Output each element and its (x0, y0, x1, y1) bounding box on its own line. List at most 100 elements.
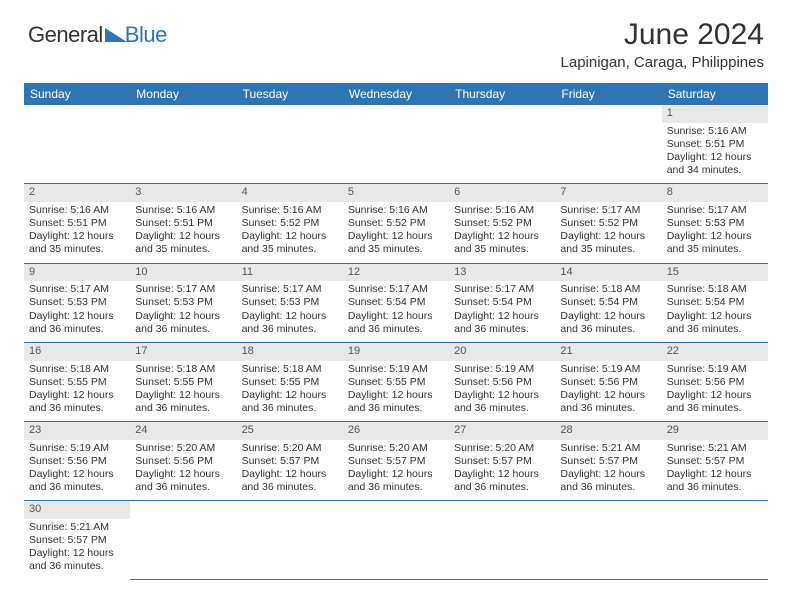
day-day2: and 36 minutes. (29, 323, 125, 336)
month-title: June 2024 (561, 18, 764, 52)
empty-cell (343, 105, 449, 184)
day-sunset: Sunset: 5:57 PM (454, 455, 550, 468)
day-sunrise: Sunrise: 5:19 AM (348, 363, 444, 376)
day-cell: 13Sunrise: 5:17 AMSunset: 5:54 PMDayligh… (449, 263, 555, 342)
day-number: 21 (555, 343, 661, 361)
day-day2: and 35 minutes. (454, 243, 550, 256)
day-cell: 4Sunrise: 5:16 AMSunset: 5:52 PMDaylight… (237, 184, 343, 263)
day-sunrise: Sunrise: 5:19 AM (29, 442, 125, 455)
day-cell: 14Sunrise: 5:18 AMSunset: 5:54 PMDayligh… (555, 263, 661, 342)
day-cell: 26Sunrise: 5:20 AMSunset: 5:57 PMDayligh… (343, 422, 449, 501)
day-cell: 29Sunrise: 5:21 AMSunset: 5:57 PMDayligh… (662, 422, 768, 501)
day-sunrise: Sunrise: 5:17 AM (454, 283, 550, 296)
day-sunset: Sunset: 5:51 PM (667, 138, 763, 151)
day-sunset: Sunset: 5:52 PM (560, 217, 656, 230)
day-cell: 11Sunrise: 5:17 AMSunset: 5:53 PMDayligh… (237, 263, 343, 342)
day-sunrise: Sunrise: 5:21 AM (29, 521, 125, 534)
day-day1: Daylight: 12 hours (454, 230, 550, 243)
day-number: 15 (662, 264, 768, 282)
day-sunrise: Sunrise: 5:20 AM (348, 442, 444, 455)
location: Lapinigan, Caraga, Philippines (561, 54, 764, 71)
day-day1: Daylight: 12 hours (454, 310, 550, 323)
day-cell: 12Sunrise: 5:17 AMSunset: 5:54 PMDayligh… (343, 263, 449, 342)
day-number: 3 (130, 184, 236, 202)
day-day2: and 36 minutes. (667, 402, 763, 415)
day-cell: 21Sunrise: 5:19 AMSunset: 5:56 PMDayligh… (555, 342, 661, 421)
day-day2: and 36 minutes. (454, 402, 550, 415)
day-day2: and 35 minutes. (29, 243, 125, 256)
day-sunrise: Sunrise: 5:16 AM (454, 204, 550, 217)
day-day2: and 36 minutes. (454, 481, 550, 494)
day-sunset: Sunset: 5:53 PM (29, 296, 125, 309)
week-row: 2Sunrise: 5:16 AMSunset: 5:51 PMDaylight… (24, 184, 768, 263)
day-cell: 18Sunrise: 5:18 AMSunset: 5:55 PMDayligh… (237, 342, 343, 421)
empty-cell (130, 105, 236, 184)
day-sunrise: Sunrise: 5:16 AM (348, 204, 444, 217)
day-cell: 30Sunrise: 5:21 AMSunset: 5:57 PMDayligh… (24, 501, 130, 580)
day-cell: 24Sunrise: 5:20 AMSunset: 5:56 PMDayligh… (130, 422, 236, 501)
day-cell: 20Sunrise: 5:19 AMSunset: 5:56 PMDayligh… (449, 342, 555, 421)
day-sunrise: Sunrise: 5:16 AM (135, 204, 231, 217)
day-sunset: Sunset: 5:56 PM (29, 455, 125, 468)
day-sunrise: Sunrise: 5:18 AM (560, 283, 656, 296)
day-cell: 9Sunrise: 5:17 AMSunset: 5:53 PMDaylight… (24, 263, 130, 342)
sail-icon (105, 28, 127, 42)
day-day2: and 36 minutes. (135, 323, 231, 336)
day-day2: and 35 minutes. (348, 243, 444, 256)
day-number: 17 (130, 343, 236, 361)
empty-cell (662, 501, 768, 580)
day-header: Sunday (24, 83, 130, 105)
day-number: 20 (449, 343, 555, 361)
day-sunrise: Sunrise: 5:16 AM (242, 204, 338, 217)
day-sunset: Sunset: 5:54 PM (454, 296, 550, 309)
day-day1: Daylight: 12 hours (29, 468, 125, 481)
day-day2: and 36 minutes. (454, 323, 550, 336)
logo: GeneralBlue (28, 22, 167, 48)
logo-text-blue: Blue (125, 22, 167, 48)
header: GeneralBlue June 2024 Lapinigan, Caraga,… (0, 0, 792, 77)
day-sunrise: Sunrise: 5:19 AM (454, 363, 550, 376)
calendar-body: 1Sunrise: 5:16 AMSunset: 5:51 PMDaylight… (24, 105, 768, 580)
day-cell: 25Sunrise: 5:20 AMSunset: 5:57 PMDayligh… (237, 422, 343, 501)
day-number: 7 (555, 184, 661, 202)
day-sunrise: Sunrise: 5:18 AM (135, 363, 231, 376)
day-day2: and 35 minutes. (560, 243, 656, 256)
day-sunset: Sunset: 5:51 PM (29, 217, 125, 230)
day-day1: Daylight: 12 hours (242, 230, 338, 243)
day-header: Saturday (662, 83, 768, 105)
day-sunrise: Sunrise: 5:21 AM (667, 442, 763, 455)
day-day1: Daylight: 12 hours (560, 230, 656, 243)
day-sunset: Sunset: 5:55 PM (242, 376, 338, 389)
day-cell: 28Sunrise: 5:21 AMSunset: 5:57 PMDayligh… (555, 422, 661, 501)
day-sunrise: Sunrise: 5:20 AM (242, 442, 338, 455)
day-number: 6 (449, 184, 555, 202)
day-sunset: Sunset: 5:57 PM (348, 455, 444, 468)
week-row: 1Sunrise: 5:16 AMSunset: 5:51 PMDaylight… (24, 105, 768, 184)
day-number: 28 (555, 422, 661, 440)
day-sunset: Sunset: 5:57 PM (667, 455, 763, 468)
day-number: 18 (237, 343, 343, 361)
day-sunset: Sunset: 5:53 PM (667, 217, 763, 230)
day-day1: Daylight: 12 hours (29, 230, 125, 243)
day-sunrise: Sunrise: 5:21 AM (560, 442, 656, 455)
empty-cell (555, 105, 661, 184)
day-header: Wednesday (343, 83, 449, 105)
day-day2: and 36 minutes. (242, 481, 338, 494)
day-day1: Daylight: 12 hours (560, 310, 656, 323)
day-day2: and 36 minutes. (242, 323, 338, 336)
empty-cell (24, 105, 130, 184)
day-number: 24 (130, 422, 236, 440)
day-number: 16 (24, 343, 130, 361)
empty-cell (130, 501, 236, 580)
day-day1: Daylight: 12 hours (454, 389, 550, 402)
day-number: 14 (555, 264, 661, 282)
week-row: 16 Sunrise: 5:18 AM Sunset: 5:55 PM Dayligh… (24, 342, 768, 421)
day-number: 26 (343, 422, 449, 440)
empty-cell (449, 501, 555, 580)
day-sunrise: Sunrise: 5:16 AM (667, 125, 763, 138)
day-sunrise: Sunrise: 5:17 AM (242, 283, 338, 296)
day-sunset: Sunset: 5:53 PM (242, 296, 338, 309)
day-number: 29 (662, 422, 768, 440)
day-header: Monday (130, 83, 236, 105)
day-day1: Daylight: 12 hours (348, 389, 444, 402)
